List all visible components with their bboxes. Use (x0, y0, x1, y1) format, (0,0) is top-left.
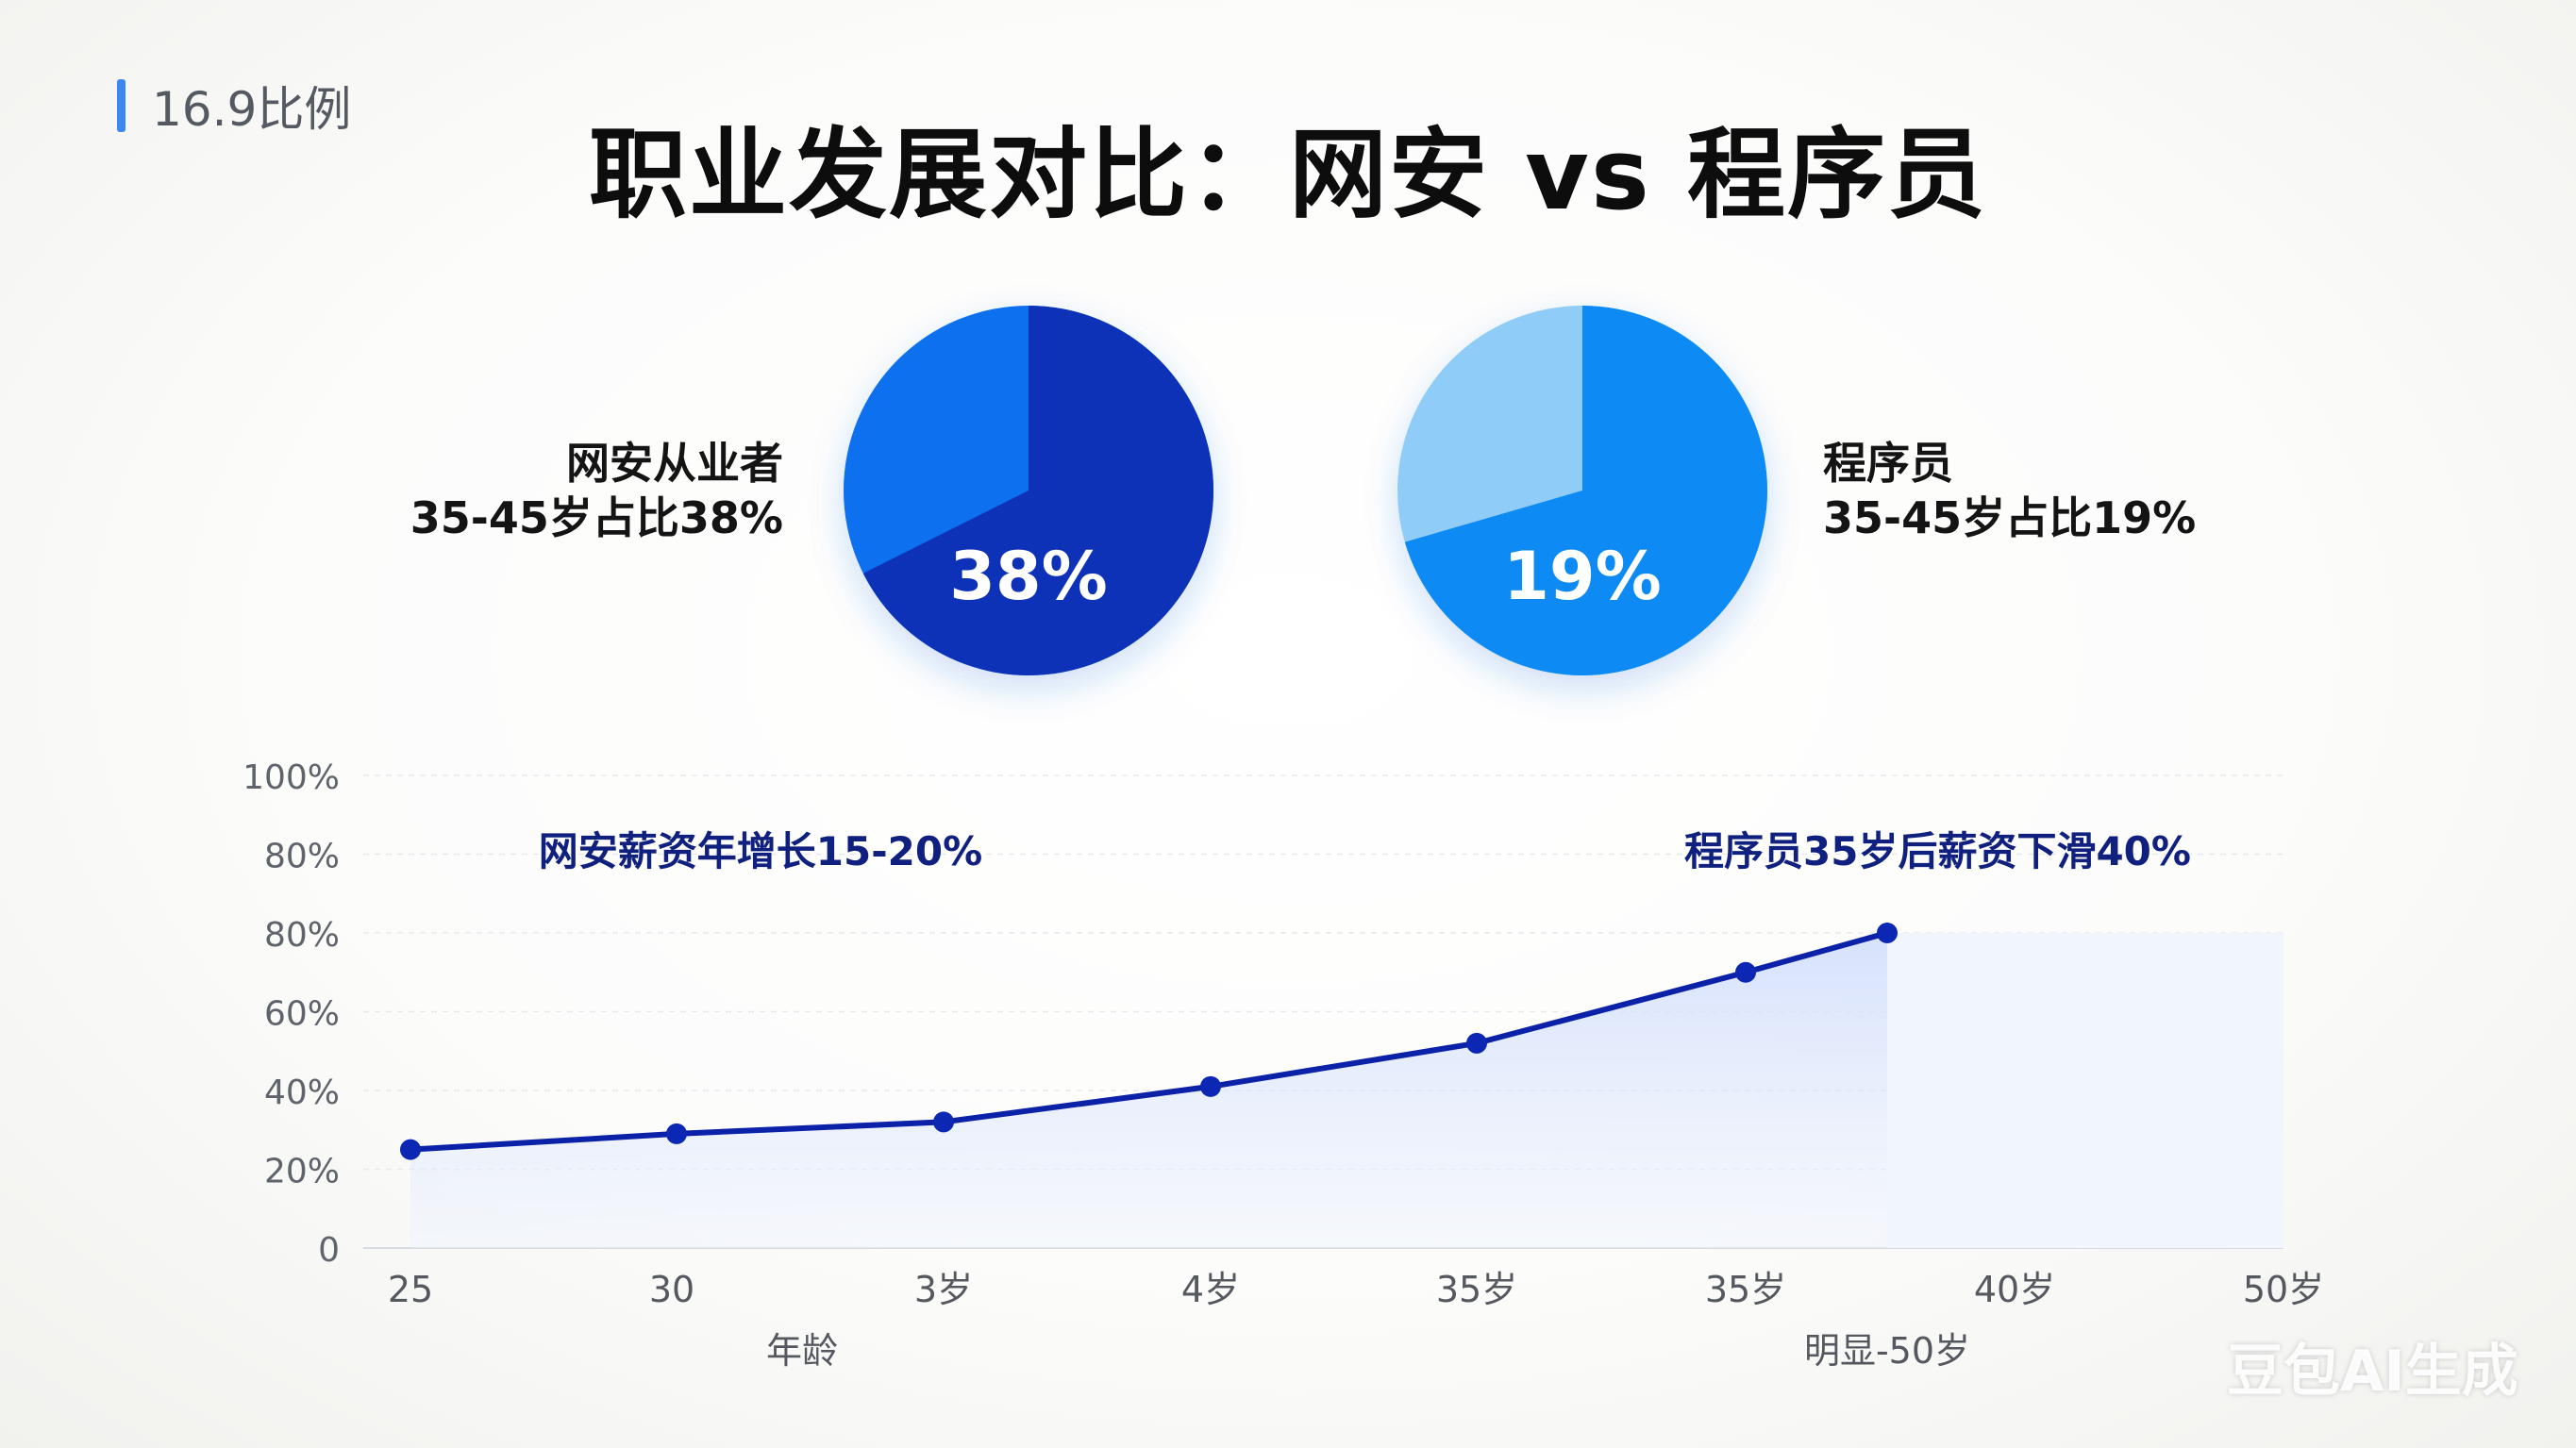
ratio-tag-text: 16.9比例 (152, 82, 352, 137)
x-tick-label: 35岁 (1705, 1269, 1786, 1310)
data-point (666, 1123, 687, 1144)
x-tick-label: 50岁 (2243, 1269, 2324, 1310)
pie-security-value: 38% (949, 538, 1108, 615)
tag-accent-bar (117, 79, 125, 132)
pie-label-programmer: 程序员 35-45岁占比19% (1823, 436, 2196, 545)
data-point (400, 1139, 421, 1160)
pie-label-programmer-line1: 程序员 (1823, 438, 1953, 489)
data-point (1200, 1075, 1221, 1097)
y-tick-label: 0 (318, 1231, 340, 1270)
x-tick-label: 35岁 (1436, 1269, 1517, 1310)
x-sublabel: 明显-50岁 (1804, 1330, 1970, 1372)
pie-programmer-slice (1404, 306, 1767, 676)
salary-line-chart: 0 20% 40% 60% 80% 80% 100% 25 30 3岁 4岁 35岁 35岁 40岁 50岁… (243, 758, 2324, 1372)
data-point (933, 1111, 954, 1133)
y-tick-label: 40% (264, 1074, 340, 1112)
pie-programmer-value: 19% (1503, 538, 1662, 615)
y-tick-label: 100% (243, 758, 340, 797)
series-area (410, 933, 1887, 1248)
x-sublabel: 年龄 (766, 1330, 838, 1372)
x-tick-label: 4岁 (1181, 1269, 1240, 1310)
y-tick-label: 80% (264, 916, 340, 955)
pie-security (844, 306, 1213, 675)
x-tick-label: 3岁 (914, 1269, 973, 1310)
pie-programmer (1397, 306, 1767, 676)
page-title: 职业发展对比：网安 vs 程序员 (588, 117, 1988, 232)
data-point (1466, 1032, 1487, 1054)
data-point (1877, 923, 1898, 943)
highlight-region (1887, 933, 2283, 1248)
pie-label-security: 网安从业者 35-45岁占比38% (410, 436, 783, 545)
watermark: 豆包AI生成 (2227, 1339, 2518, 1405)
pie-security-slice (862, 306, 1213, 675)
x-tick-label: 40岁 (1974, 1269, 2055, 1310)
y-tick-label: 60% (264, 995, 340, 1034)
pie-label-security-line1: 网安从业者 (566, 438, 783, 489)
annotation-programmer: 程序员35岁后薪资下滑40% (1684, 828, 2191, 874)
x-tick-label: 25 (388, 1269, 433, 1310)
annotation-security: 网安薪资年增长15-20% (539, 828, 982, 874)
x-tick-label: 30 (649, 1269, 694, 1310)
y-tick-label: 80% (264, 838, 340, 876)
pie-label-security-line2: 35-45岁占比38% (410, 492, 783, 543)
y-tick-label: 20% (264, 1153, 340, 1191)
ratio-tag: 16.9比例 (117, 77, 351, 137)
data-point (1735, 961, 1756, 983)
pie-label-programmer-line2: 35-45岁占比19% (1823, 492, 2197, 543)
